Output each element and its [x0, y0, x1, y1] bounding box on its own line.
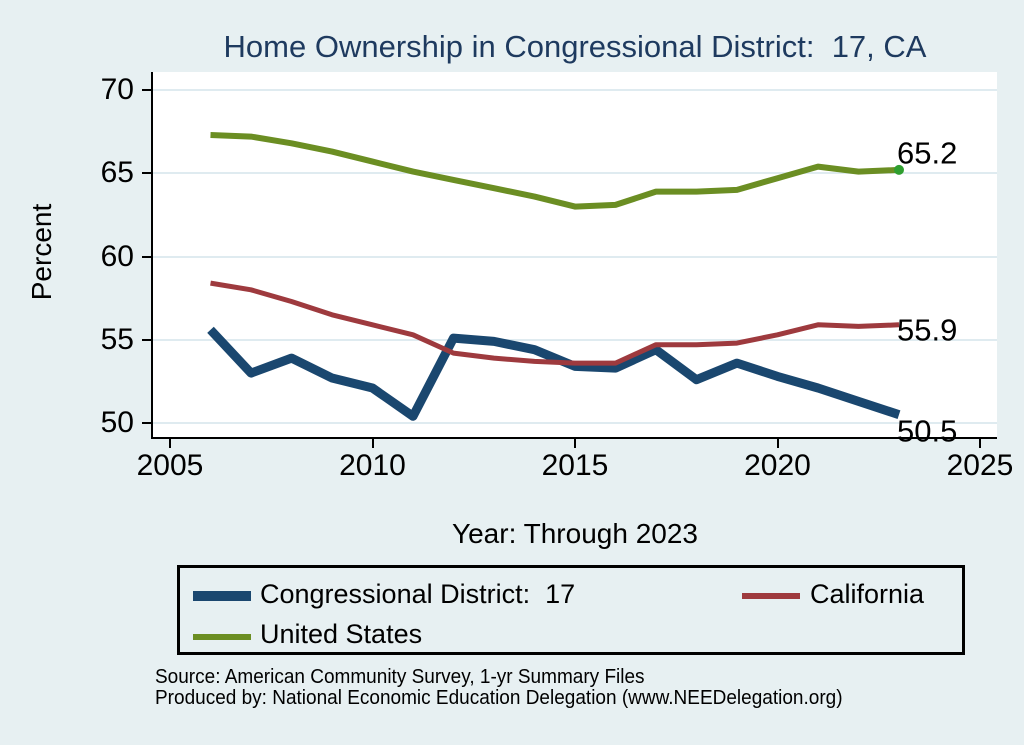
legend-label-district: Congressional District: 17	[260, 579, 576, 609]
y-tick-label: 55	[100, 322, 134, 356]
x-axis-title: Year: Through 2023	[452, 518, 698, 549]
chart-title: Home Ownership in Congressional District…	[223, 29, 927, 64]
legend-swatch-district	[193, 591, 251, 601]
gridline	[153, 172, 997, 175]
y-tick	[142, 172, 152, 175]
gridline	[153, 338, 997, 341]
y-axis-line	[151, 72, 153, 439]
y-tick	[142, 422, 152, 424]
plot-area	[153, 72, 997, 438]
series-line	[210, 280, 900, 366]
produced-by-note: Produced by: National Economic Education…	[155, 687, 843, 709]
y-tick-label: 70	[100, 73, 134, 106]
legend-box: Congressional District: 17 California Un…	[177, 565, 965, 655]
x-tick	[169, 439, 171, 448]
x-tick-label: 2005	[136, 449, 204, 482]
series-end-dot	[894, 164, 904, 175]
line-chart	[207, 132, 904, 421]
series-line	[210, 132, 900, 210]
gridline	[153, 422, 997, 424]
x-tick-label: 2025	[946, 449, 1014, 482]
y-tick-label: 65	[100, 156, 134, 190]
x-tick-label: 2020	[744, 449, 811, 482]
y-tick-label: 50	[100, 406, 134, 439]
source-note: Source: American Community Survey, 1-yr …	[155, 666, 645, 688]
x-tick-label: 2015	[541, 449, 609, 482]
y-tick	[142, 338, 152, 341]
gridline	[153, 89, 997, 91]
legend-swatch-california	[742, 593, 800, 599]
y-tick-label: 60	[100, 239, 134, 273]
x-tick	[776, 439, 779, 448]
series-line	[207, 326, 901, 421]
x-tick	[371, 439, 374, 448]
y-tick	[142, 255, 152, 258]
x-axis-line	[151, 437, 997, 439]
legend-label-california: California	[810, 579, 925, 609]
legend-label-us: United States	[260, 619, 423, 649]
end-value-label: 50.5	[897, 413, 958, 449]
gridline	[153, 255, 997, 258]
end-value-label: 65.2	[897, 135, 958, 171]
legend-swatch-us	[193, 634, 251, 640]
x-tick-label: 2010	[339, 449, 406, 482]
end-value-label: 55.9	[897, 312, 958, 348]
y-tick	[142, 89, 152, 91]
x-tick	[979, 439, 981, 448]
x-tick	[574, 439, 576, 448]
